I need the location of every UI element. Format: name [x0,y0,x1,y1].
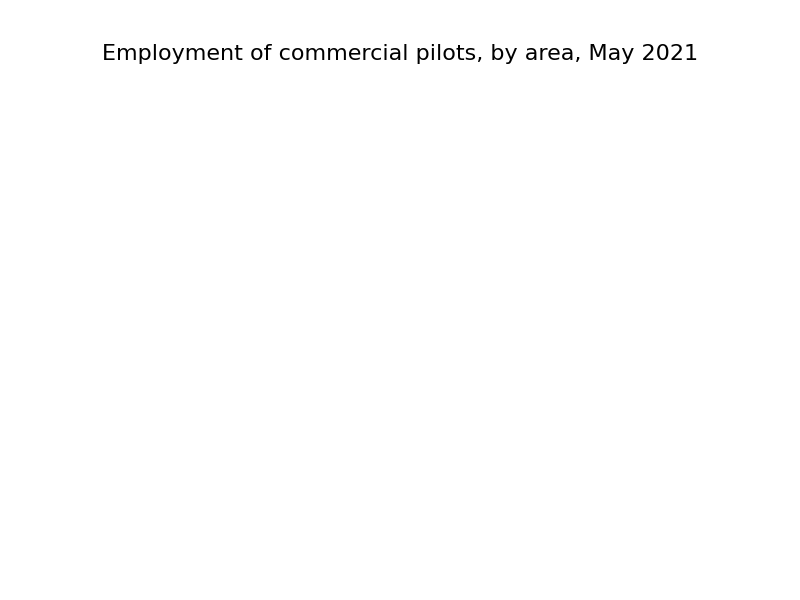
Text: Employment of commercial pilots, by area, May 2021: Employment of commercial pilots, by area… [102,43,698,64]
